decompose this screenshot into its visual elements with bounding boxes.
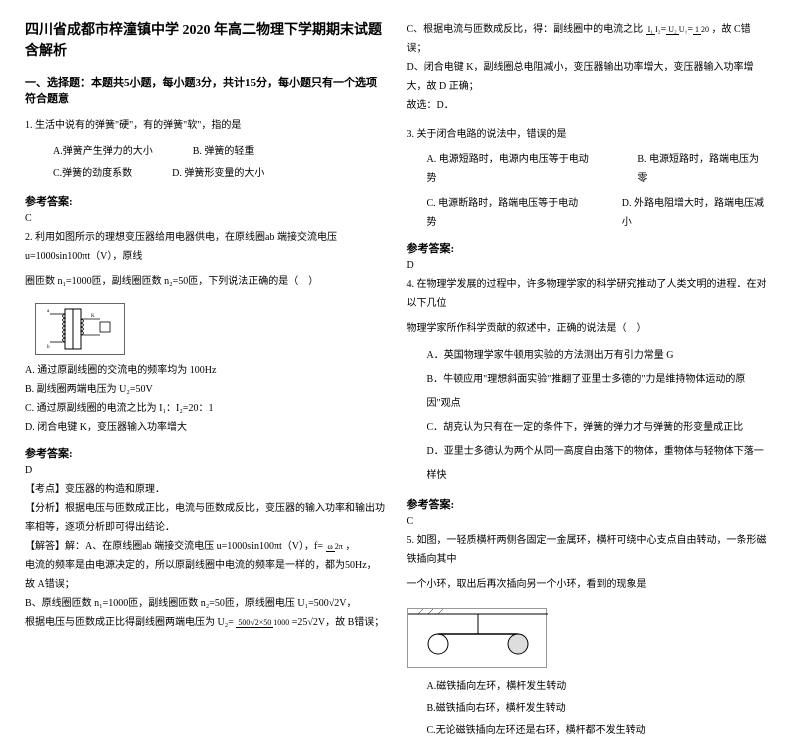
rc2: D、闭合电键 K，副线圈总电阻减小，变压器输出功率增大，变压器输入功率增大，故 … [407,58,769,96]
q1-optB: B. 弹簧的轻重 [193,141,255,163]
document-title: 四川省成都市梓潼镇中学 2020 年高二物理下学期期末试题含解析 [25,20,387,62]
rc3: 故选：D． [407,96,769,115]
q2-exp5b: V， [339,598,356,609]
q2-exp3: 【解答】解：A、在原线圈ab 端接交流电压 u=1000sin100πt（V），… [25,537,387,556]
q3-optA: A. 电源短路时，电源内电压等于电动势 [427,150,598,188]
q5-optA: A.磁铁插向左环，横杆发生转动 [427,676,769,698]
formula-ratio: I₁I₂ [646,26,661,34]
q1-options: A.弹簧产生弹力的大小 B. 弹簧的轻重 C.弹簧的劲度系数 D. 弹簧形变量的… [25,141,387,185]
pendulum-diagram [407,608,547,668]
q2-exp5: B、原线圈匝数 n₁=1000匝，副线圈匝数 n₂=50匝，原线圈电压 U₁=5… [25,594,387,613]
rc1: C、根据电流与匝数成反比，得：副线圈中的电流之比 I₁I₂=U₂U₁=120 ，… [407,20,769,58]
q2-exp4: 电流的频率是由电源决定的，所以原副线圈中电流的频率是一样的，都为50Hz，故 A… [25,556,387,594]
ref-answer-1: 参考答案: [25,193,387,209]
section-header: 一、选择题：本题共5小题，每小题3分，共计15分，每小题只有一个选项符合题意 [25,74,387,106]
right-column: C、根据电流与匝数成反比，得：副线圈中的电流之比 I₁I₂=U₂U₁=120 ，… [407,20,769,541]
q2-optD: D. 闭合电键 K，变压器输入功率增大 [25,418,387,437]
svg-text:K: K [91,314,95,319]
q2-exp3b: ， [345,541,355,552]
q3-options: A. 电源短路时，电源内电压等于电动势 B. 电源短路时，路端电压为零 C. 电… [407,150,769,232]
pendulum-svg [408,609,548,669]
svg-text:a: a [47,309,50,314]
transformer-diagram: a b K [35,303,125,355]
q2-optA: A. 通过原副线圈的交流电的频率均为 100Hz [25,361,387,380]
q2-exp6a: 根据电压与匝数成正比得副线圈两端电压为 U₂= [25,617,234,628]
q3-optD: D. 外路电阻增大时，路端电压减小 [622,194,768,232]
formula-frac: 500√2×501000 [236,619,289,627]
q2-exp6c: V，故 B错误； [318,617,384,628]
q3-stem: 3. 关于闭合电路的说法中，错误的是 [407,125,769,144]
q3-optC: C. 电源断路时，路端电压等于电动势 [427,194,582,232]
q2-stem1: 2. 利用如图所示的理想变压器给用电器供电，在原线圈ab 端接交流电压 u=10… [25,228,387,266]
q2-exp3a: 【解答】解：A、在原线圈ab 端接交流电压 u=1000sin100πt（V），… [25,541,323,552]
q1-optA: A.弹簧产生弹力的大小 [53,141,153,163]
ref-answer-2: 参考答案: [25,445,387,461]
transformer-svg: a b K [45,304,115,354]
q1-answer: C [25,213,387,224]
q4-stem1: 4. 在物理学发展的过程中，许多物理学家的科学研究推动了人类文明的进程．在对以下… [407,275,769,313]
q2-exp6b: =25 [292,617,308,628]
q4-optC: C．胡克认为只有在一定的条件下，弹簧的弹力才与弹簧的形变量成正比 [427,416,769,440]
q1-optD: D. 弹簧形变量的大小 [172,163,264,185]
q4-optB: B．牛顿应用"理想斜面实验"推翻了亚里士多德的"力是维持物体运动的原因"观点 [427,368,769,416]
q4-stem2: 物理学家所作科学贡献的叙述中，正确的说法是（ ） [407,319,769,338]
q5-options: A.磁铁插向左环，横杆发生转动 B.磁铁插向右环，横杆发生转动 C.无论磁铁插向… [407,676,769,742]
q2-exp1: 【考点】变压器的构造和原理． [25,480,387,499]
rc1a: C、根据电流与匝数成反比，得：副线圈中的电流之比 [407,24,644,35]
ref-answer-4: 参考答案: [407,496,769,512]
q2-exp2: 【分析】根据电压与匝数成正比，电流与匝数成反比，变压器的输入功率和输出功率相等，… [25,499,387,537]
q5-stem1: 5. 如图，一轻质横杆两侧各固定一金属环，横杆可绕中心支点自由转动，一条形磁铁插… [407,531,769,569]
q2-answer: D [25,465,387,476]
q2-stem2: 圈匝数 n₁=1000匝，副线圈匝数 n₂=50匝，下列说法正确的是（ ） [25,272,387,291]
q2-optB: B. 副线圈两端电压为 U₂=50V [25,380,387,399]
formula-omega: ω2π [326,543,343,551]
formula-ratio3: 120 [693,26,709,34]
q4-options: A．英国物理学家牛顿用实验的方法测出万有引力常量 G B．牛顿应用"理想斜面实验… [407,344,769,488]
ref-answer-3: 参考答案: [407,240,769,256]
q3-answer: D [407,260,769,271]
q2-optC: C. 通过原副线圈的电流之比为 I₁：I₂=20：1 [25,399,387,418]
svg-text:b: b [47,345,50,350]
q1-optC: C.弹簧的劲度系数 [53,163,132,185]
formula-ratio2: U₂U₁ [666,26,687,34]
q5-stem2: 一个小环，取出后再次插向另一个小环，看到的现象是 [407,575,769,594]
q3-optB: B. 电源短路时，路端电压为零 [637,150,768,188]
q5-optC: C.无论磁铁插向左环还是右环，横杆都不发生转动 [427,720,769,742]
q4-optD: D．亚里士多德认为两个从同一高度自由落下的物体，重物体与轻物体下落一样快 [427,440,769,488]
q4-answer: C [407,516,769,527]
q5-optB: B.磁铁插向右环，横杆发生转动 [427,698,769,720]
left-column: 四川省成都市梓潼镇中学 2020 年高二物理下学期期末试题含解析 一、选择题：本… [25,20,387,541]
q1-stem: 1. 生活中说有的弹簧"硬"，有的弹簧"软"，指的是 [25,116,387,135]
q4-optA: A．英国物理学家牛顿用实验的方法测出万有引力常量 G [427,344,769,368]
q2-exp5a: B、原线圈匝数 n₁=1000匝，副线圈匝数 n₂=50匝，原线圈电压 U₁=5… [25,598,329,609]
q2-exp6: 根据电压与匝数成正比得副线圈两端电压为 U₂= 500√2×501000 =25… [25,613,387,632]
